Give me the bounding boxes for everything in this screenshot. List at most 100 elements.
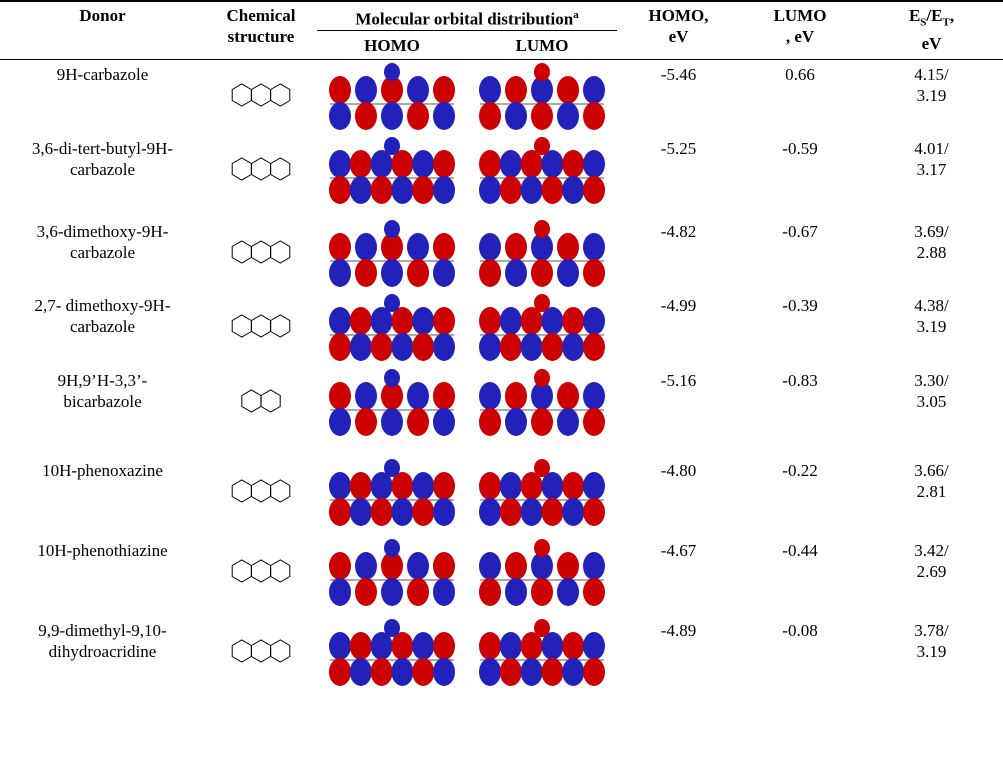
lobe: [355, 578, 377, 606]
lobe: [433, 382, 455, 410]
homo-orbital-image: [322, 366, 462, 440]
homo-orbital-cell: [317, 456, 467, 536]
homo-value: -4.99: [617, 291, 740, 366]
ring: [232, 241, 251, 263]
lobe: [412, 632, 434, 660]
chemical-structure: [221, 60, 301, 120]
ring: [252, 560, 271, 582]
lobe: [329, 176, 351, 204]
homo-value: -5.16: [617, 366, 740, 456]
es-et-value: 4.38/3.19: [860, 291, 1003, 366]
ring: [232, 315, 251, 337]
lobe: [479, 76, 501, 104]
lobe: [557, 382, 579, 410]
ring: [232, 84, 251, 106]
lobe: [355, 259, 377, 287]
lobe: [412, 498, 434, 526]
lobe: [531, 102, 553, 130]
ring: [252, 315, 271, 337]
header-text: , eV: [786, 27, 814, 46]
lobe: [412, 176, 434, 204]
header-text: eV: [922, 34, 942, 53]
lobe: [384, 619, 400, 637]
lumo-orbital-cell: [467, 291, 617, 366]
lobe: [534, 539, 550, 557]
lobe: [562, 632, 584, 660]
lobe: [433, 150, 455, 178]
lobe: [350, 658, 372, 686]
homo-orbital-cell: [317, 366, 467, 456]
lobe: [500, 333, 522, 361]
lobe: [500, 632, 522, 660]
lobe: [534, 619, 550, 637]
lobe: [384, 220, 400, 238]
table-row: 3,6-dimethoxy-9H-carbazole-4.82-0.673.69…: [0, 217, 1003, 291]
lobe: [407, 233, 429, 261]
es-value: 4.15/: [860, 64, 1003, 85]
ring: [252, 158, 271, 180]
lobe: [433, 408, 455, 436]
lobe: [534, 369, 550, 387]
lumo-value: -0.39: [740, 291, 860, 366]
ring: [252, 84, 271, 106]
lobe: [479, 333, 501, 361]
lobe: [371, 333, 393, 361]
header-homo: HOMO: [317, 30, 467, 59]
lobe: [541, 333, 563, 361]
es-value: 3.30/: [860, 370, 1003, 391]
header-structure: Chemicalstructure: [205, 1, 317, 59]
donor-cell: 9H-carbazole: [0, 59, 205, 134]
es-et-value: 3.78/3.19: [860, 616, 1003, 768]
donor-cell: 9,9-dimethyl-9,10-dihydroacridine: [0, 616, 205, 768]
lobe: [384, 63, 400, 81]
et-value: 3.19: [860, 316, 1003, 337]
lobe: [583, 472, 605, 500]
lobe: [433, 102, 455, 130]
ring: [261, 390, 280, 412]
lobe: [479, 233, 501, 261]
ring: [271, 158, 290, 180]
ring: [271, 84, 290, 106]
lobe: [329, 150, 351, 178]
lobe: [412, 307, 434, 335]
homo-value: -4.80: [617, 456, 740, 536]
lobe: [557, 408, 579, 436]
lobe: [384, 539, 400, 557]
table-row: 2,7- dimethoxy-9H-carbazole-4.99-0.394.3…: [0, 291, 1003, 366]
lobe: [562, 150, 584, 178]
homo-value: -4.82: [617, 217, 740, 291]
es-value: 4.38/: [860, 295, 1003, 316]
header-text: structure: [228, 27, 295, 46]
header-donor: Donor: [0, 1, 205, 59]
es-value: 4.01/: [860, 138, 1003, 159]
lumo-orbital-cell: [467, 217, 617, 291]
lobe: [500, 307, 522, 335]
es-value: 3.69/: [860, 221, 1003, 242]
lobe: [355, 382, 377, 410]
homo-value: -5.25: [617, 134, 740, 217]
lobe: [381, 102, 403, 130]
lobe: [329, 632, 351, 660]
lobe: [350, 307, 372, 335]
table-row: 9H-carbazole-5.460.664.15/3.19: [0, 59, 1003, 134]
lobe: [583, 176, 605, 204]
lobe: [329, 382, 351, 410]
lumo-orbital-cell: [467, 536, 617, 616]
lumo-orbital-cell: [467, 616, 617, 768]
lumo-value: -0.44: [740, 536, 860, 616]
lobe: [583, 259, 605, 287]
structure-cell: [205, 536, 317, 616]
lobe: [350, 150, 372, 178]
ring: [252, 480, 271, 502]
ring: [232, 480, 251, 502]
donor-cell: 10H-phenoxazine: [0, 456, 205, 536]
lobe: [505, 102, 527, 130]
et-value: 3.05: [860, 391, 1003, 412]
lumo-value: -0.59: [740, 134, 860, 217]
lobe: [433, 498, 455, 526]
structure-cell: [205, 134, 317, 217]
homo-orbital-cell: [317, 59, 467, 134]
ring: [232, 158, 251, 180]
